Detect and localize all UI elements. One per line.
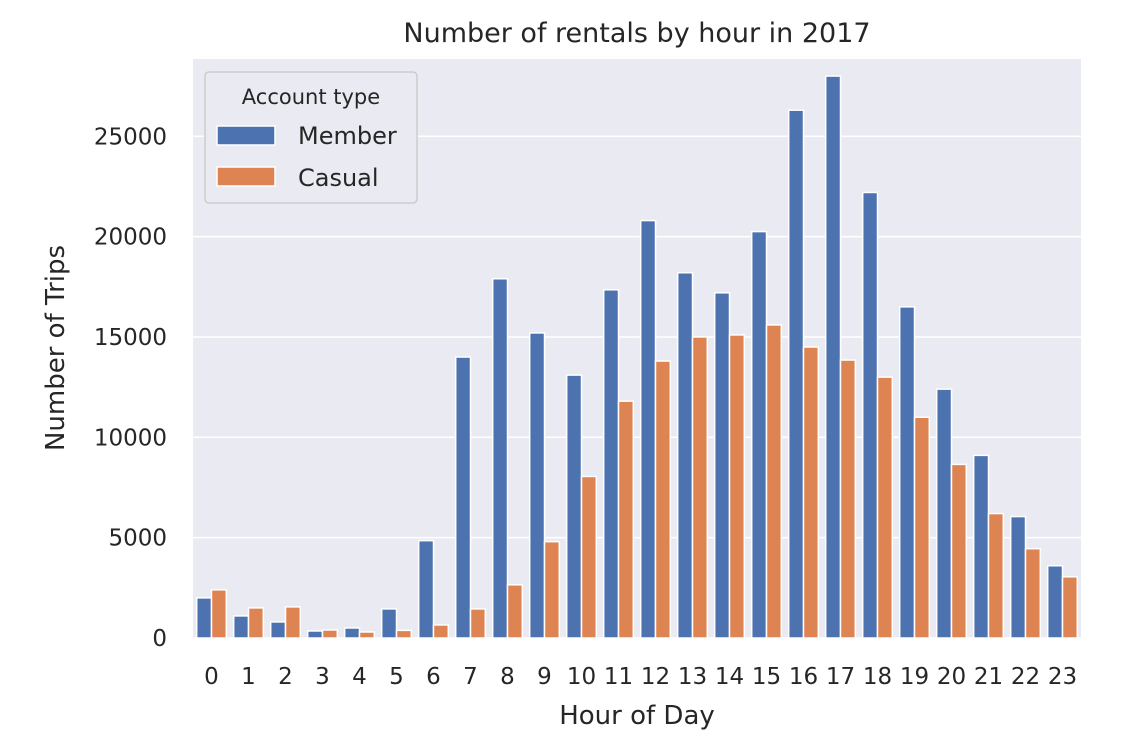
bar-member-hour-7 [454, 356, 472, 639]
y-tick-label: 20000 [94, 225, 167, 251]
bar-member-hour-3 [306, 630, 324, 639]
x-tick-label: 12 [641, 664, 670, 690]
legend-label-casual: Casual [298, 164, 379, 192]
bar-member-hour-18 [861, 191, 879, 639]
bar-member-hour-11 [602, 289, 620, 639]
x-tick-label: 3 [315, 664, 330, 690]
x-tick-label: 10 [567, 664, 596, 690]
bar-member-hour-21 [972, 454, 990, 639]
bar-casual-hour-15 [765, 324, 783, 639]
bar-casual-hour-5 [395, 629, 413, 639]
bar-member-hour-10 [565, 374, 583, 639]
x-tick-label: 14 [715, 664, 744, 690]
x-tick-label: 4 [352, 664, 367, 690]
bar-member-hour-23 [1046, 565, 1064, 639]
x-tick-label: 6 [426, 664, 441, 690]
x-tick-label: 13 [678, 664, 707, 690]
x-tick-label: 21 [974, 664, 1003, 690]
x-tick-label: 20 [937, 664, 966, 690]
bar-casual-hour-3 [321, 629, 339, 639]
bar-member-hour-2 [269, 621, 287, 639]
bar-member-hour-9 [528, 332, 546, 639]
bar-member-hour-0 [195, 597, 213, 639]
x-tick-label: 0 [204, 664, 219, 690]
bar-casual-hour-6 [432, 624, 450, 639]
bar-member-hour-15 [750, 230, 768, 639]
x-tick-label: 18 [863, 664, 892, 690]
bar-casual-hour-21 [987, 512, 1005, 639]
bar-member-hour-5 [380, 608, 398, 639]
bar-casual-hour-16 [802, 346, 820, 639]
bar-casual-hour-10 [580, 475, 598, 639]
legend-swatch-casual [216, 166, 276, 187]
y-axis-label: Number of Trips [41, 245, 71, 451]
bar-casual-hour-12 [654, 360, 672, 639]
bar-member-hour-14 [713, 292, 731, 639]
bar-casual-hour-23 [1061, 576, 1079, 639]
legend-title: Account type [242, 85, 380, 109]
x-tick-label: 9 [537, 664, 552, 690]
bar-member-hour-8 [491, 278, 509, 639]
bar-member-hour-17 [824, 75, 842, 639]
x-tick-label: 19 [900, 664, 929, 690]
bar-casual-hour-20 [950, 463, 968, 639]
bar-casual-hour-8 [506, 584, 524, 639]
bar-casual-hour-4 [358, 631, 376, 639]
x-tick-label: 23 [1048, 664, 1077, 690]
bar-member-hour-1 [232, 615, 250, 639]
bar-casual-hour-22 [1024, 547, 1042, 639]
bars [195, 75, 1079, 639]
bar-member-hour-13 [676, 271, 694, 639]
chart-title: Number of rentals by hour in 2017 [403, 18, 870, 49]
bar-casual-hour-18 [876, 376, 894, 639]
bar-casual-hour-19 [913, 416, 931, 639]
bar-casual-hour-17 [839, 359, 857, 639]
x-tick-label: 16 [789, 664, 818, 690]
y-tick-label: 5000 [108, 526, 167, 552]
bar-member-hour-20 [935, 388, 953, 639]
y-tick-labels: 0 5000 10000 15000 20000 25000 [94, 124, 167, 652]
x-tick-label: 7 [463, 664, 478, 690]
bar-member-hour-16 [787, 109, 805, 639]
bar-member-hour-22 [1009, 515, 1027, 639]
bar-member-hour-4 [343, 627, 361, 639]
bar-casual-hour-0 [210, 589, 228, 639]
bar-casual-hour-1 [247, 607, 265, 639]
x-axis-label: Hour of Day [559, 701, 715, 731]
x-tick-label: 17 [826, 664, 855, 690]
bar-casual-hour-14 [728, 334, 746, 639]
x-tick-label: 5 [389, 664, 404, 690]
bar-member-hour-19 [898, 306, 916, 639]
bar-member-hour-6 [417, 539, 435, 639]
x-tick-label: 15 [752, 664, 781, 690]
y-tick-label: 15000 [94, 325, 167, 351]
y-tick-label: 0 [152, 626, 167, 652]
x-tick-label: 2 [278, 664, 293, 690]
gridlines [193, 135, 1081, 639]
x-tick-labels: 0 1 2 3 4 5 6 7 8 9 10 11 12 13 14 15 16 17 18 19 20 21 22 23 [204, 664, 1077, 690]
bar-casual-hour-11 [617, 400, 635, 639]
bar-casual-hour-13 [691, 336, 709, 639]
x-tick-label: 1 [241, 664, 256, 690]
legend-label-member: Member [298, 122, 397, 150]
bar-casual-hour-9 [543, 540, 561, 639]
y-tick-label: 25000 [94, 124, 167, 150]
bar-member-hour-12 [639, 219, 657, 639]
x-tick-label: 8 [500, 664, 515, 690]
x-tick-label: 22 [1011, 664, 1040, 690]
y-tick-label: 10000 [94, 425, 167, 451]
bar-casual-hour-2 [284, 606, 302, 639]
bar-casual-hour-7 [469, 608, 487, 639]
legend: Account type Member Casual [204, 71, 418, 204]
x-tick-label: 11 [604, 664, 633, 690]
legend-swatch-member [216, 125, 276, 146]
